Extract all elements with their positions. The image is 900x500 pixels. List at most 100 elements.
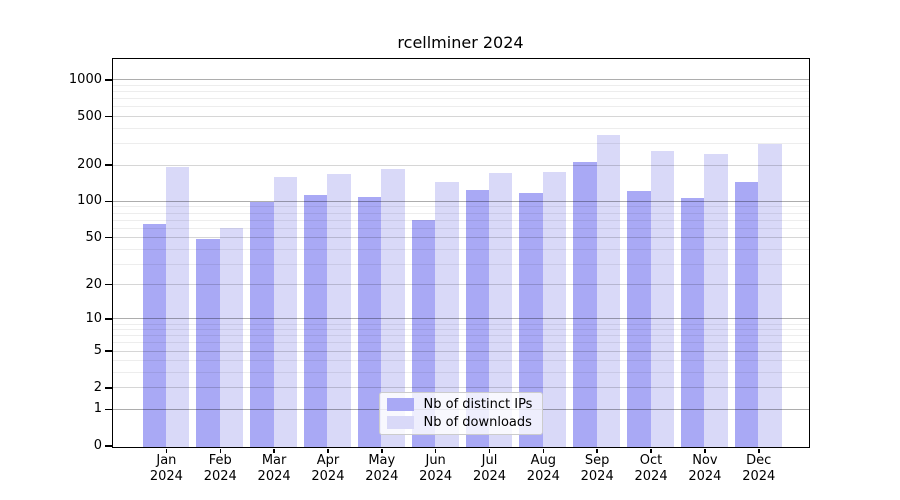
y-tick-mark (105, 236, 113, 239)
x-tick-month: Dec (746, 453, 772, 468)
bar-distinct-ips (627, 190, 651, 447)
bar-distinct-ips (304, 195, 328, 447)
decade-gridline (112, 318, 809, 320)
bar-downloads (489, 173, 513, 447)
minor-gridline (112, 263, 809, 265)
minor-gridline (112, 329, 809, 331)
x-tick-month: Sep (584, 453, 610, 468)
minor-gridline (112, 219, 809, 221)
x-tick-label: Nov 2024 (677, 453, 733, 484)
x-tick-label: Oct 2024 (623, 453, 679, 484)
x-tick-year: 2024 (311, 468, 345, 484)
x-tick-year: 2024 (257, 468, 291, 484)
major-gridline (112, 237, 809, 239)
x-tick-label: Jul 2024 (462, 453, 518, 484)
bar-distinct-ips (142, 223, 166, 447)
minor-gridline (112, 323, 809, 325)
x-tick-year: 2024 (203, 468, 237, 484)
y-tick-mark (105, 318, 113, 320)
y-tick-label: 10 (85, 310, 102, 326)
x-tick-label: May 2024 (354, 453, 410, 484)
legend-row-distinct-ips: Nb of distinct IPs (380, 396, 542, 414)
bar-distinct-ips (411, 220, 436, 447)
bar-downloads (165, 167, 190, 447)
x-tick-mark (650, 448, 652, 453)
x-tick-month: Jul (481, 453, 498, 468)
bar-distinct-ips (573, 161, 597, 447)
x-tick-month: Oct (639, 453, 663, 468)
legend-label-distinct-ips: Nb of distinct IPs (423, 397, 533, 412)
decade-gridline (112, 200, 809, 202)
y-tick-label: 1 (93, 401, 102, 417)
x-tick-mark (273, 448, 275, 453)
x-tick-month: Mar (261, 453, 287, 468)
bar-downloads (435, 182, 459, 447)
y-tick-label: 200 (77, 157, 102, 172)
y-tick-label: 50 (85, 229, 102, 245)
y-tick-mark (105, 79, 113, 81)
minor-gridline (112, 206, 809, 208)
x-tick-year: 2024 (634, 468, 668, 484)
minor-gridline (112, 248, 809, 250)
bar-downloads (650, 150, 674, 447)
major-gridline (112, 350, 809, 352)
bar-distinct-ips (519, 193, 543, 447)
bar-downloads (381, 168, 405, 447)
bar-downloads (542, 172, 567, 447)
minor-gridline (112, 335, 809, 337)
bar-distinct-ips (734, 182, 759, 447)
plot-area: Nb of distinct IPs Nb of downloads (111, 57, 810, 448)
minor-gridline (112, 106, 809, 108)
x-tick-month: Jun (425, 453, 446, 468)
x-tick-month: Aug (530, 453, 557, 468)
chart-title: rcellminer 2024 (397, 33, 524, 52)
x-tick-mark (488, 448, 491, 453)
bar-distinct-ips (196, 239, 220, 447)
x-tick-year: 2024 (742, 468, 776, 484)
minor-gridline (112, 342, 809, 344)
y-tick-label: 100 (77, 193, 102, 209)
x-tick-month: May (368, 453, 396, 468)
y-tick-label: 0 (93, 438, 102, 453)
major-gridline (112, 284, 809, 286)
x-tick-year: 2024 (419, 468, 453, 484)
x-tick-mark (434, 448, 437, 453)
y-tick-mark (105, 408, 113, 411)
bar-downloads (758, 144, 782, 447)
minor-gridline (112, 143, 809, 145)
minor-gridline (112, 227, 809, 229)
x-tick-label: Jan 2024 (138, 453, 194, 484)
legend-swatch-distinct-ips (386, 398, 414, 411)
x-tick-month: Apr (316, 453, 340, 468)
x-tick-year: 2024 (149, 468, 183, 484)
y-tick-label: 5 (93, 343, 102, 359)
bar-distinct-ips (250, 201, 274, 447)
x-tick-year: 2024 (472, 468, 507, 484)
major-gridline (112, 116, 809, 118)
bar-distinct-ips (465, 189, 489, 447)
major-gridline (112, 164, 809, 166)
x-tick-year: 2024 (526, 468, 560, 484)
x-tick-month: Nov (692, 453, 718, 468)
y-tick-mark (105, 387, 113, 389)
y-tick-label: 1000 (68, 71, 102, 87)
x-tick-year: 2024 (365, 468, 399, 484)
x-tick-month: Feb (208, 453, 232, 468)
major-gridline (112, 387, 809, 389)
minor-gridline (112, 360, 809, 362)
bar-downloads (596, 134, 621, 447)
x-tick-mark (165, 448, 168, 453)
y-tick-mark (105, 283, 113, 286)
y-tick-mark (105, 445, 113, 447)
decade-gridline (112, 79, 809, 81)
x-tick-mark (219, 448, 221, 453)
y-tick-label: 20 (85, 276, 102, 292)
x-tick-mark (327, 448, 329, 453)
x-tick-label: Apr 2024 (300, 453, 356, 484)
y-tick-mark (105, 164, 113, 166)
bar-distinct-ips (357, 197, 382, 447)
y-tick-label: 2 (93, 379, 102, 395)
x-tick-year: 2024 (688, 468, 722, 484)
x-tick-mark (704, 448, 706, 453)
